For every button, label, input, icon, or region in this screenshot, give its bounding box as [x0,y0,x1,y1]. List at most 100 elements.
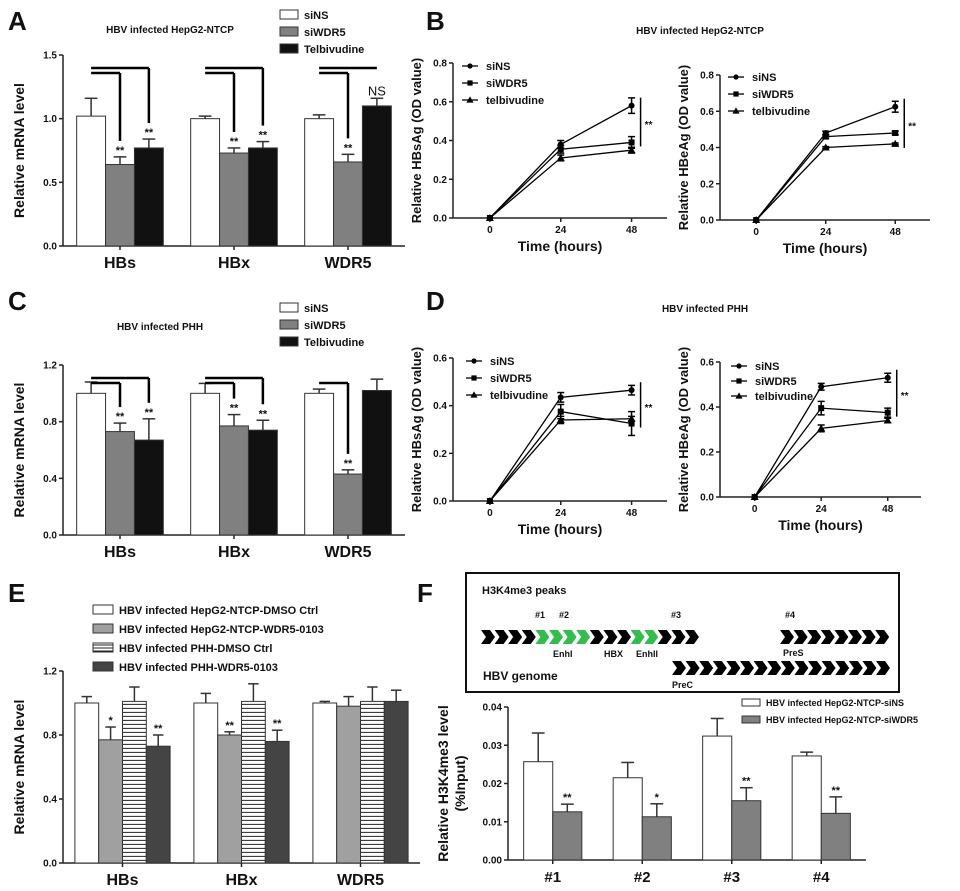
triangle-marker [470,391,478,398]
bar [193,702,219,864]
legend-label: HBV infected HepG2-NTCP-siNS [766,698,904,708]
x-tick-label: 24 [555,508,567,519]
chevron-icon [793,630,808,644]
y-tick-label: 0.4 [433,136,447,147]
y-tick-label: 0.0 [43,859,57,870]
bar [76,392,107,536]
chevron-icon [780,630,794,644]
bar [820,812,851,861]
panel-B-line-chart: 0.0 0.2 0.4 0.6 0.8 0 24 48 ** Relative HBeAg (OD… [676,65,930,256]
series-line-siWDR5 [754,407,888,498]
legend-label: siWDR5 [304,27,346,39]
bar [247,429,278,536]
chevron-icon [834,630,849,644]
category-label: WDR5 [324,544,371,561]
triangle-marker [817,424,826,432]
legend-label: siWDR5 [486,78,528,90]
square-marker [884,409,891,416]
y-tick-label: 0.2 [433,449,447,460]
significance-label: ** [154,723,163,735]
significance-label: ** [832,785,841,797]
square-marker [736,378,742,384]
circle-marker [557,394,564,401]
bar [791,755,822,861]
panel-A-bar-chart: 0.0 0.5 1.0 1.5 HBs HBx WDR5 ** ** ** ** ** NS Relati… [11,9,405,272]
x-axis-label: Time (hours) [778,517,863,533]
circle-marker [884,374,891,381]
x-tick-label: 48 [882,504,894,515]
significance-label: ** [116,411,125,423]
panel-B-title: HBV infected HepG2-NTCP [636,26,764,37]
legend-swatch [279,26,299,37]
significance-label: ** [273,718,282,730]
y-axis-label: Relative mRNA level [11,83,27,218]
panel-label-D: D [426,286,445,316]
chevron-icon [807,630,822,644]
chevron-icon [644,630,659,644]
significance-label: ** [225,720,234,732]
x-tick-label: 24 [816,504,828,515]
chevron-icon [699,661,714,675]
circle-marker [736,363,742,369]
peaks-title: H3K4me3 peaks [482,585,566,597]
category-label: #4 [813,869,830,886]
square-marker [892,130,899,136]
chevron-icon [794,661,809,675]
chevron-icon [576,630,591,644]
significance-label: ** [344,142,353,154]
triangle-marker [485,497,494,504]
legend-swatch [279,9,299,20]
bar [304,392,335,536]
chevron-icon [562,630,577,644]
category-label: HBs [104,255,136,272]
y-tick-label: 0.6 [700,358,714,369]
legend-swatch [741,698,761,707]
category-label: #2 [634,869,651,886]
chevron-icon [671,630,686,644]
bar [219,425,249,536]
y-tick-label: 0.8 [43,417,57,428]
x-axis-label: Time (hours) [518,521,603,537]
chevron-icon [549,630,563,644]
feature-label: EnhII [636,649,658,659]
panel-label-E: E [8,578,25,608]
category-label: HBs [104,544,136,561]
panel-label-B: B [426,6,445,36]
circle-marker [818,383,825,390]
square-marker [471,375,477,381]
bar [145,745,171,864]
bar [105,164,135,247]
bar [360,700,385,864]
bar [552,811,583,861]
y-tick-label: 0.0 [700,493,714,504]
chevron-icon [481,630,495,644]
y-tick-label: 0.0 [43,531,57,542]
triangle-marker [732,107,740,114]
series-line-telbivudine [755,143,896,221]
y-tick-label: 0.8 [700,71,714,82]
circle-marker [467,63,473,69]
bar [336,705,362,864]
chevron-icon [808,661,822,675]
significance-label: ** [259,408,268,420]
chevron-icon [740,661,754,675]
panel-B-line-chart: 0.0 0.2 0.4 0.6 0.8 0 24 48 ** Relative HBsAg (OD… [409,58,667,254]
bar [612,777,643,861]
circle-marker [628,102,635,109]
significance-label: ** [116,145,125,157]
legend-label: siWDR5 [755,376,797,388]
peak-label: #3 [671,610,681,620]
chevron-icon [876,661,890,675]
category-label: WDR5 [324,255,371,272]
y-tick-label: 1.0 [43,114,57,125]
legend-swatch [92,661,114,672]
bar [247,147,278,247]
x-tick-label: 48 [626,508,638,519]
series-line-siNS [755,106,896,221]
prec-label: PreC [672,680,694,690]
peak-label: #2 [559,610,569,620]
chevron-icon [630,630,645,644]
bar [219,152,249,247]
square-marker [822,133,829,140]
significance-label: ** [259,130,268,142]
